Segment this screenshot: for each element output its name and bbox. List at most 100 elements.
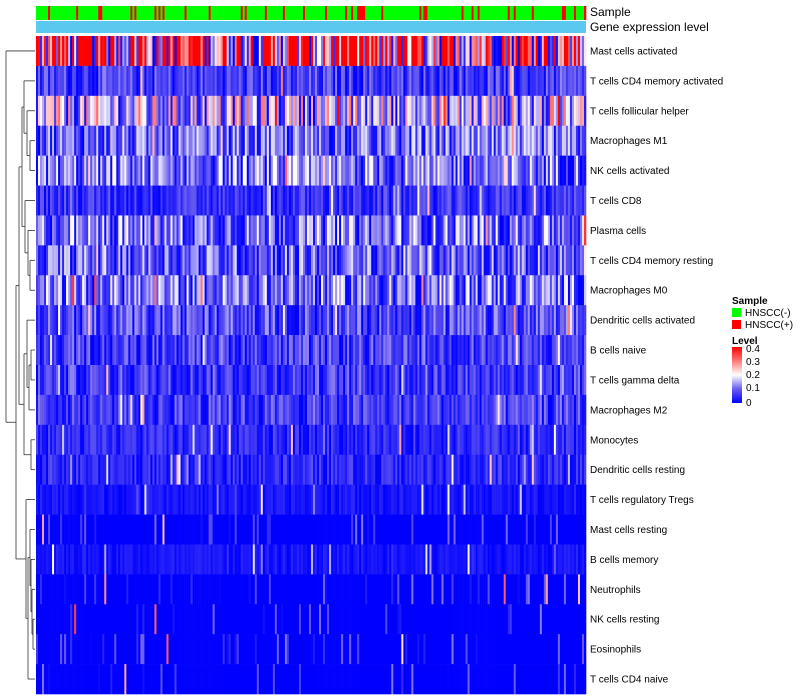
heatmap-cell — [112, 185, 115, 216]
heatmap-cell — [192, 394, 195, 426]
heatmap-cell — [465, 245, 468, 276]
heatmap-cell — [64, 185, 67, 216]
heatmap-cell — [447, 155, 450, 186]
heatmap-cell — [262, 95, 266, 127]
heatmap-cell — [150, 275, 153, 306]
heatmap-cell — [447, 335, 450, 366]
heatmap-cell — [427, 185, 430, 216]
heatmap-cell — [467, 424, 470, 456]
heatmap-cell — [134, 305, 137, 336]
heatmap-cell — [487, 335, 490, 366]
heatmap-cell — [126, 65, 129, 97]
heatmap-cell — [102, 65, 105, 97]
heatmap-cell — [583, 305, 587, 336]
heatmap-cell — [228, 305, 232, 336]
heatmap-cell — [419, 275, 422, 306]
heatmap-cell — [537, 335, 541, 366]
heatmap-cell — [565, 215, 569, 246]
heatmap-cell — [557, 305, 561, 336]
heatmap-cell — [505, 155, 509, 186]
heatmap-cell — [44, 335, 47, 366]
heatmap-cell — [567, 335, 571, 366]
heatmap-cell — [104, 65, 107, 97]
heatmap-cell — [64, 365, 67, 396]
heatmap-cell — [282, 155, 286, 186]
heatmap-cell — [116, 514, 119, 545]
heatmap-cell — [313, 215, 316, 246]
heatmap-cell — [172, 125, 175, 156]
heatmap-cell — [579, 245, 583, 276]
heatmap-cell — [327, 454, 330, 485]
sample-annotation-cell — [70, 6, 73, 20]
heatmap-cell — [473, 215, 476, 246]
heatmap-cell — [92, 36, 95, 67]
heatmap-cell — [134, 65, 137, 97]
sample-annotation-cell — [116, 6, 119, 20]
sample-annotation-cell — [210, 6, 213, 20]
heatmap-cell — [495, 454, 498, 485]
heatmap-cell — [162, 155, 165, 186]
heatmap-cell — [90, 514, 93, 545]
heatmap-cell — [471, 335, 474, 366]
heatmap-cell — [491, 454, 494, 485]
heatmap-cell — [296, 125, 300, 156]
heatmap-cell — [357, 424, 360, 456]
heatmap-cell — [88, 185, 91, 216]
heatmap-cell — [327, 424, 330, 456]
sample-annotation-cell — [164, 6, 167, 20]
heatmap-cell — [104, 305, 107, 336]
heatmap-cell — [262, 484, 266, 515]
heatmap-cell — [300, 484, 304, 515]
heatmap-cell — [379, 275, 382, 306]
heatmap-cell — [381, 335, 384, 366]
heatmap-cell — [292, 65, 296, 97]
sample-annotation-cell — [152, 6, 155, 20]
heatmap-cell — [216, 484, 219, 515]
heatmap-cell — [537, 65, 541, 97]
heatmap-cell — [118, 275, 121, 306]
heatmap-cell — [583, 424, 587, 456]
heatmap-cell — [341, 305, 344, 336]
heatmap-cell — [272, 335, 276, 366]
heatmap-cell — [200, 185, 203, 216]
heatmap-cell — [341, 155, 344, 186]
heatmap-cell — [64, 215, 67, 246]
sample-annotation-cell — [359, 6, 362, 20]
heatmap-cell — [371, 335, 374, 366]
heatmap-cell — [196, 65, 199, 97]
heatmap-cell — [246, 335, 250, 366]
heatmap-cell — [511, 125, 515, 156]
heatmap-cell — [48, 65, 51, 97]
heatmap-cell — [315, 95, 318, 127]
heatmap-cell — [407, 514, 410, 545]
heatmap-cell — [455, 125, 458, 156]
heatmap-cell — [467, 454, 470, 485]
heatmap-cell — [244, 424, 248, 456]
heatmap-cell — [367, 335, 370, 366]
heatmap-cell — [353, 394, 356, 426]
heatmap-cell — [525, 514, 529, 545]
heatmap-cell — [224, 36, 227, 67]
heatmap-cell — [154, 544, 157, 575]
heatmap-cell — [228, 454, 232, 485]
heatmap-cell — [74, 215, 77, 246]
heatmap-cell — [250, 514, 254, 545]
heatmap-cell — [505, 305, 509, 336]
heatmap-cell — [298, 454, 302, 485]
heatmap-cell — [154, 185, 157, 216]
heatmap-cell — [323, 95, 326, 127]
heatmap-cell — [120, 185, 123, 216]
heatmap-cell — [461, 454, 464, 485]
heatmap-cell — [74, 245, 77, 276]
heatmap-cell — [397, 155, 400, 186]
heatmap-cell — [244, 275, 248, 306]
heatmap-cell — [537, 125, 541, 156]
heatmap-cell — [296, 365, 300, 396]
heatmap-cell — [188, 514, 191, 545]
heatmap-cell — [401, 245, 404, 276]
heatmap-cell — [395, 514, 398, 545]
heatmap-cell — [443, 424, 446, 456]
heatmap-cell — [260, 155, 264, 186]
heatmap-cell — [40, 245, 43, 276]
sample-annotation-cell — [94, 6, 97, 20]
